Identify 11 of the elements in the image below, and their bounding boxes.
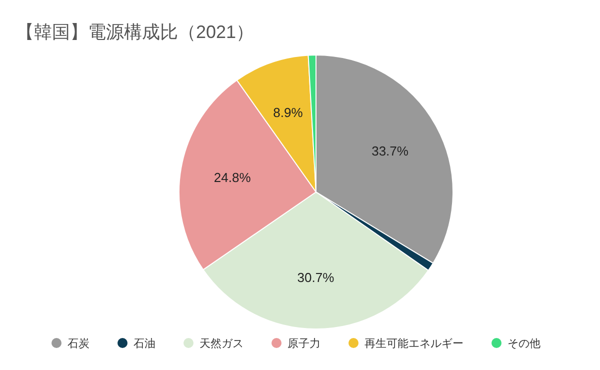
- data-label: 33.7%: [372, 143, 409, 158]
- chart-title: 【韓国】電源構成比（2021）: [16, 22, 254, 42]
- legend-label: 石油: [134, 337, 156, 350]
- data-label: 30.7%: [297, 270, 335, 285]
- data-label: 8.9%: [273, 104, 304, 120]
- data-label: 24.8%: [214, 170, 252, 186]
- legend-label: その他: [508, 338, 540, 350]
- legend-label: 石炭: [68, 337, 90, 350]
- legend-label: 原子力: [288, 337, 320, 350]
- legend-label: 再生可能エネルギー: [364, 337, 464, 350]
- legend-label: 天然ガス: [200, 338, 244, 350]
